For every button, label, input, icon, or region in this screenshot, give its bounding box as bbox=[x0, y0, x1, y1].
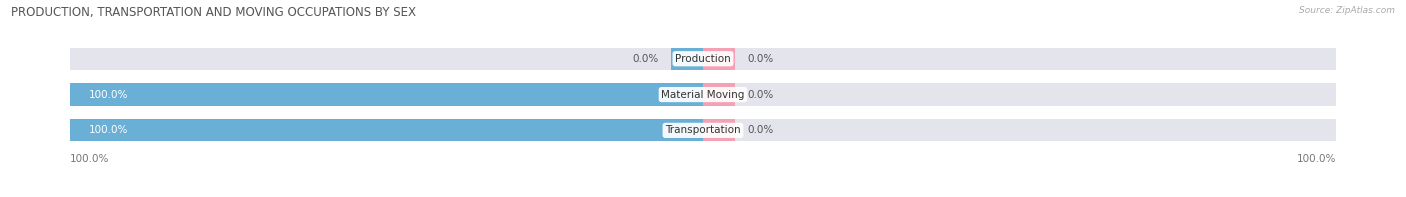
Text: 0.0%: 0.0% bbox=[633, 54, 658, 64]
Text: 0.0%: 0.0% bbox=[748, 54, 773, 64]
Text: 0.0%: 0.0% bbox=[748, 125, 773, 135]
Text: Material Moving: Material Moving bbox=[661, 90, 745, 99]
Bar bbox=[703, 48, 734, 70]
Text: 0.0%: 0.0% bbox=[748, 90, 773, 99]
Text: 100.0%: 100.0% bbox=[89, 125, 129, 135]
Bar bbox=[70, 84, 1336, 106]
Text: 100.0%: 100.0% bbox=[89, 90, 129, 99]
Text: Production: Production bbox=[675, 54, 731, 64]
Text: 100.0%: 100.0% bbox=[70, 154, 110, 164]
Bar bbox=[703, 84, 734, 106]
Text: Transportation: Transportation bbox=[665, 125, 741, 135]
Text: 100.0%: 100.0% bbox=[1296, 154, 1336, 164]
Bar bbox=[70, 119, 703, 141]
Bar bbox=[703, 119, 734, 141]
Bar bbox=[70, 84, 703, 106]
Text: PRODUCTION, TRANSPORTATION AND MOVING OCCUPATIONS BY SEX: PRODUCTION, TRANSPORTATION AND MOVING OC… bbox=[11, 6, 416, 19]
Bar bbox=[70, 48, 1336, 70]
Bar bbox=[70, 119, 1336, 141]
Bar bbox=[672, 48, 703, 70]
Text: Source: ZipAtlas.com: Source: ZipAtlas.com bbox=[1299, 6, 1395, 15]
